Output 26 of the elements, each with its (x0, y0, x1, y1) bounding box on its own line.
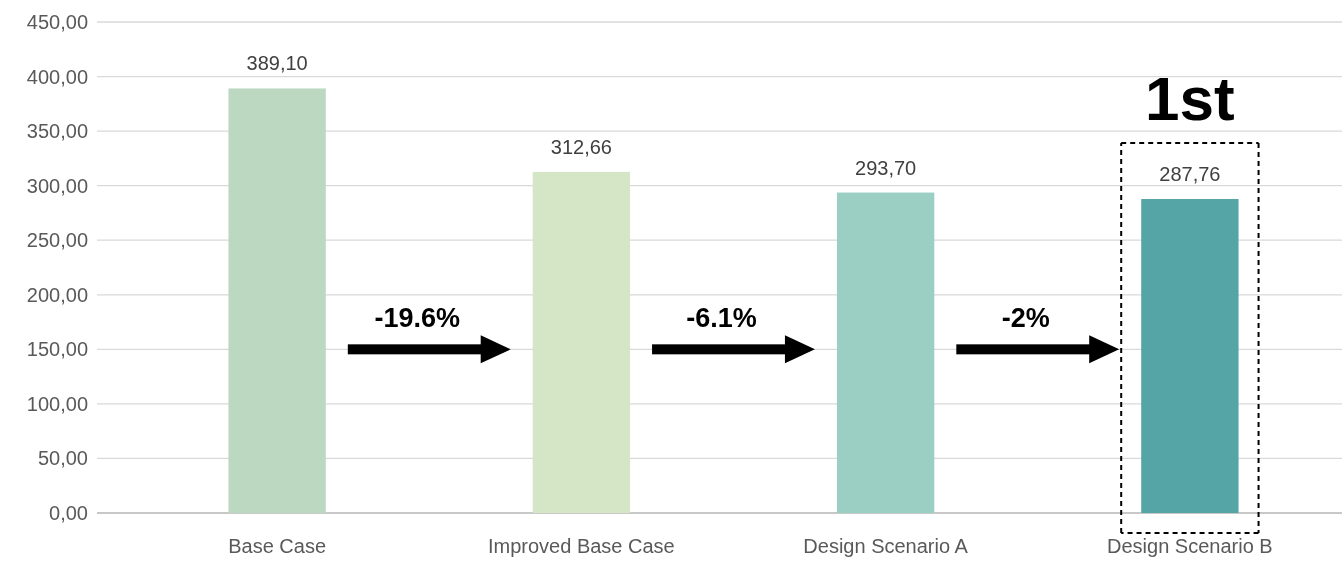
bar (1141, 199, 1239, 513)
y-tick-label: 200,00 (26, 283, 88, 306)
annotation: -2% (1001, 303, 1050, 334)
y-tick-label: 50,00 (37, 447, 88, 470)
x-tick-label: Improved Base Case (487, 535, 675, 557)
bar (228, 88, 326, 513)
data-label: 293,70 (855, 156, 917, 179)
x-tick-label: Design Scenario A (803, 535, 969, 557)
bar (532, 171, 631, 513)
y-tick-label: 150,00 (26, 338, 88, 361)
bar (836, 192, 935, 513)
data-label: 312,66 (550, 135, 612, 158)
y-tick-label: 0,00 (49, 502, 88, 524)
data-label: 389,10 (246, 52, 308, 75)
x-tick-label: Design Scenario B (1107, 535, 1273, 557)
annotation: -19.6% (374, 303, 461, 334)
annotation: 1st (1145, 64, 1235, 133)
y-tick-label: 400,00 (26, 65, 88, 88)
data-label: 287,76 (1159, 163, 1221, 186)
x-tick-label: Base Case (228, 535, 327, 557)
annotation: -6.1% (686, 303, 757, 334)
y-tick-label: 300,00 (26, 174, 88, 197)
y-tick-label: 250,00 (26, 229, 88, 252)
y-tick-label: 350,00 (26, 120, 88, 143)
y-tick-label: 450,00 (26, 11, 88, 33)
y-tick-label: 100,00 (26, 392, 88, 415)
